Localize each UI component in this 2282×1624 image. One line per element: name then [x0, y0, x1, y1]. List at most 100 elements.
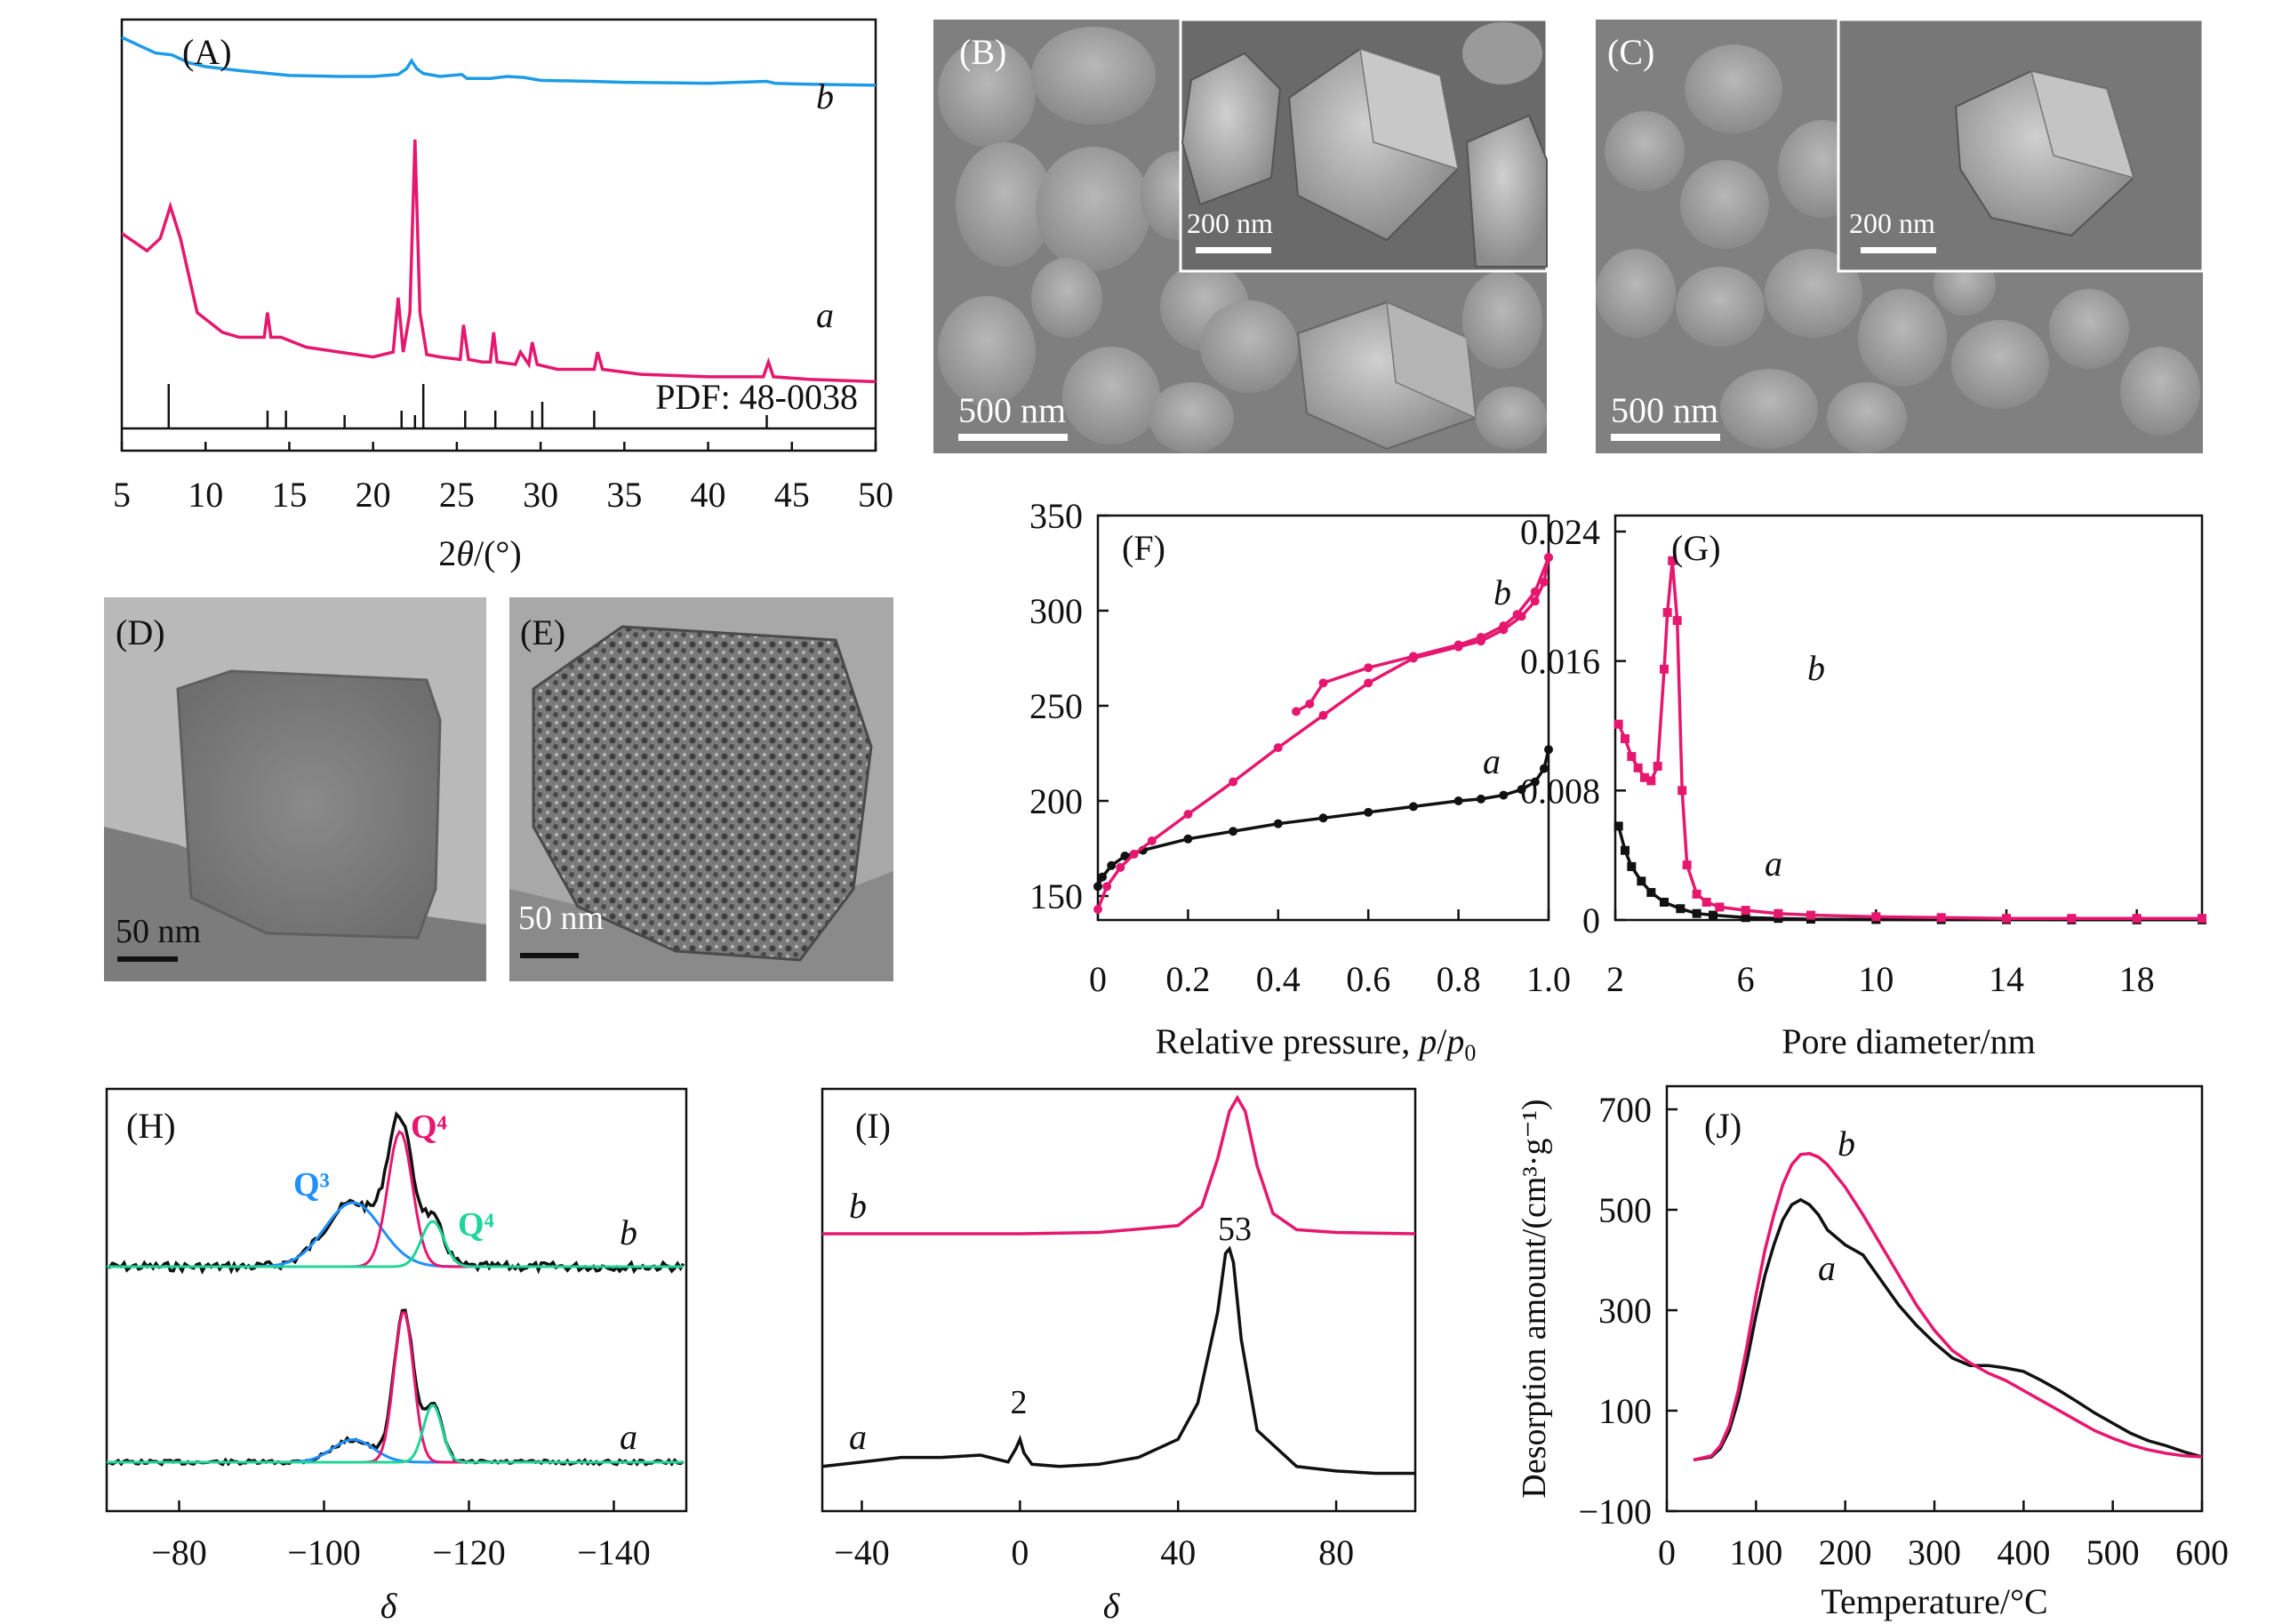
- isotherm-point-a: [1093, 882, 1102, 892]
- panel-i-al-nmr: −40 0 40 80 (I) b a 2 53 δ: [821, 1087, 1417, 1624]
- panel-h-label: (H): [126, 1106, 176, 1146]
- nmr-i-curve-a: [821, 1245, 1415, 1476]
- isotherm-point-b-des: [1530, 587, 1540, 596]
- nmr-h-q4-component-a: [107, 1311, 684, 1464]
- x-tick-label: 1.0: [1526, 959, 1571, 999]
- isotherm-point-b-des: [1408, 652, 1418, 661]
- xrd-curve-b: [121, 36, 877, 87]
- x-tick-label: 400: [1997, 1532, 2050, 1572]
- tem-e-scale-text: 50 nm: [518, 900, 604, 937]
- x-tick-label: 500: [2086, 1532, 2140, 1572]
- pore-point-b: [1660, 664, 1669, 674]
- panel-a-label: (A): [182, 32, 232, 72]
- x-tick-label: 0.6: [1346, 959, 1390, 999]
- y-tick-label: 0: [1582, 900, 1600, 940]
- panel-i-ticks: −40 0 40 80: [834, 1500, 1354, 1572]
- isotherm-point-b: [1364, 678, 1373, 688]
- pore-point-b: [1646, 776, 1656, 786]
- pore-point-a: [1646, 888, 1656, 898]
- panel-j-frame: [1665, 1084, 2204, 1513]
- y-tick-label: 200: [1029, 781, 1083, 821]
- x-tick-label: −100: [287, 1532, 361, 1572]
- sem-b-particles: [938, 27, 1547, 453]
- nmr-h-total-b: [106, 1110, 685, 1275]
- x-tick-label: 0: [1011, 1532, 1029, 1572]
- isotherm-point-b-des: [1364, 663, 1373, 673]
- isotherm-point-a: [1098, 872, 1108, 882]
- pore-point-a: [1660, 897, 1669, 907]
- isotherm-point-b-des: [1544, 553, 1553, 563]
- x-tick-label: 0.2: [1165, 959, 1210, 999]
- q4-label-green: Q⁴: [458, 1206, 495, 1244]
- pore-point-b: [2002, 914, 2011, 924]
- nmr-h-label-a: a: [620, 1417, 637, 1457]
- x-tick-label: −40: [834, 1532, 890, 1572]
- isotherm-point-b: [1129, 849, 1139, 859]
- isotherm-point-b: [1102, 882, 1112, 892]
- pore-markers-a: [1613, 821, 2206, 924]
- xrd-curve-a: [121, 139, 877, 384]
- pore-point-b: [1668, 556, 1677, 565]
- pore-point-b: [1621, 734, 1629, 744]
- panel-d-tem: (D) 50 nm: [104, 597, 486, 981]
- nmr-h-total-a: [106, 1308, 685, 1467]
- sem-b-inset-scale-bar: [1196, 247, 1271, 253]
- sem-b-inset-scale-text: 200 nm: [1187, 207, 1273, 239]
- isotherm-point-b: [1273, 743, 1283, 753]
- isotherm-point-b-des: [1512, 610, 1522, 620]
- y-tick-label: 0.016: [1520, 642, 1600, 682]
- y-tick-label: −100: [1578, 1492, 1652, 1532]
- isotherm-curve-b-adsorption: [1096, 556, 1550, 910]
- isotherm-point-a: [1499, 790, 1509, 800]
- pore-point-a: [1774, 914, 1783, 924]
- x-tick-label: 14: [1989, 959, 2024, 999]
- isotherm-point-b: [1318, 710, 1328, 720]
- isotherm-point-b-des: [1499, 621, 1509, 631]
- panel-f-x-axis-title: Relative pressure, p/p0: [1156, 1021, 1477, 1066]
- y-tick-label: 300: [1029, 591, 1083, 631]
- x-tick-label: 0.4: [1256, 959, 1301, 999]
- isotherm-point-b: [1229, 777, 1238, 787]
- pore-point-b: [1741, 906, 1750, 916]
- nmr-i-label-b: b: [849, 1186, 867, 1226]
- panel-h-ticks: −80 −100 −120 −140: [151, 1500, 651, 1572]
- panel-i-label: (I): [855, 1106, 891, 1146]
- x-tick-label: 200: [1819, 1532, 1872, 1572]
- pore-point-b: [1640, 772, 1649, 782]
- x-tick-label: 20: [356, 475, 391, 515]
- x-tick-label: 300: [1908, 1532, 1961, 1572]
- pore-point-a: [1637, 876, 1646, 886]
- panel-j-y-axis-title: Desorption amount/(cm³·g⁻¹): [1516, 1099, 1553, 1498]
- isotherm-point-a: [1107, 860, 1117, 870]
- isotherm-markers-b: [1093, 553, 1553, 914]
- pore-point-b: [1677, 786, 1687, 796]
- pore-point-b: [1871, 912, 1881, 922]
- q4-label-magenta: Q⁴: [411, 1108, 448, 1146]
- tpd-curve-a: [1693, 1197, 2203, 1462]
- panel-a-x-axis-title: 2θ/(°): [438, 533, 521, 573]
- panel-g-frame: [1613, 514, 2204, 922]
- sem-c-scale-bar: [1611, 434, 1720, 441]
- nmr-h-q4b-component-a: [107, 1404, 684, 1464]
- panel-a-x-ticks: 5 10 15 20 25 30 35 40 45 50: [113, 442, 893, 515]
- y-tick-label: 300: [1598, 1291, 1652, 1331]
- panel-c-label: (C): [1607, 32, 1654, 72]
- pore-point-b: [1653, 762, 1662, 772]
- x-tick-label: 0.8: [1437, 959, 1481, 999]
- tpd-curve-b: [1693, 1151, 2203, 1462]
- pore-point-b: [1692, 889, 1701, 899]
- x-tick-label: 10: [188, 475, 223, 515]
- pore-point-b: [1662, 608, 1672, 618]
- panel-h-curves: [106, 1110, 685, 1467]
- tem-d-scale-bar: [117, 956, 178, 962]
- panel-j-x-axis-title: Temperature/°C: [1821, 1581, 2047, 1621]
- nmr-peak-53: 53: [1218, 1211, 1252, 1248]
- tem-e-scale-bar: [520, 953, 579, 958]
- xrd-label-a: a: [816, 295, 834, 335]
- sem-c-scale-text: 500 nm: [1611, 390, 1718, 430]
- pore-point-b: [1715, 902, 1725, 912]
- nmr-i-curve-b: [822, 1094, 1416, 1236]
